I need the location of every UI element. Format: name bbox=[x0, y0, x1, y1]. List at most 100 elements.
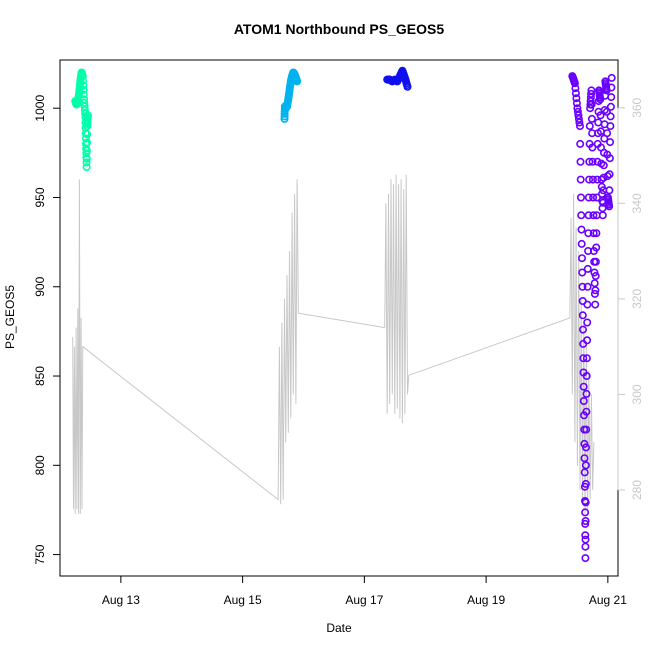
data-point bbox=[607, 83, 616, 92]
data-point bbox=[586, 97, 595, 106]
x-tick-label: Aug 19 bbox=[467, 593, 505, 607]
point-series-2 bbox=[280, 68, 302, 123]
data-point bbox=[577, 239, 586, 248]
y-axis-label: PS_GEOS5 bbox=[3, 285, 17, 349]
data-point bbox=[599, 161, 608, 170]
data-point bbox=[578, 311, 587, 320]
data-point bbox=[592, 229, 601, 238]
data-point bbox=[594, 97, 603, 106]
y2-tick-label: 280 bbox=[630, 480, 644, 500]
data-point bbox=[588, 143, 597, 152]
data-point bbox=[79, 86, 88, 95]
data-point bbox=[581, 554, 590, 563]
data-point bbox=[577, 254, 586, 263]
points-layer bbox=[71, 66, 616, 563]
data-point bbox=[582, 425, 591, 434]
data-point bbox=[603, 172, 612, 181]
data-point bbox=[590, 279, 599, 288]
plot-frame bbox=[59, 59, 619, 577]
data-point bbox=[606, 112, 615, 121]
data-point bbox=[591, 300, 600, 309]
data-point bbox=[581, 531, 590, 540]
y2-tick-label: 360 bbox=[630, 97, 644, 117]
data-point bbox=[78, 72, 87, 81]
data-point bbox=[581, 461, 590, 470]
x-tick-label: Aug 21 bbox=[589, 593, 627, 607]
data-point bbox=[571, 89, 580, 98]
x-axis: Aug 13 Aug 15 Aug 17 Aug 19 Aug 21 bbox=[102, 575, 627, 607]
data-point bbox=[573, 104, 582, 113]
data-point bbox=[83, 138, 92, 147]
data-point bbox=[606, 102, 615, 111]
data-point bbox=[576, 139, 585, 148]
data-point bbox=[575, 122, 584, 131]
y2-tick-label: 320 bbox=[630, 289, 644, 309]
data-point bbox=[584, 211, 593, 220]
y2-axis: 280 300 320 340 360 bbox=[617, 97, 644, 500]
data-point bbox=[79, 81, 88, 90]
y-axis: 750 800 850 900 950 1000 bbox=[33, 95, 61, 565]
secondary-series-line bbox=[72, 174, 595, 514]
data-point bbox=[577, 211, 586, 220]
data-point bbox=[79, 76, 88, 85]
data-point bbox=[597, 189, 606, 198]
data-point bbox=[80, 102, 89, 111]
x-tick-label: Aug 15 bbox=[224, 593, 262, 607]
data-point bbox=[588, 175, 597, 184]
data-point bbox=[576, 193, 585, 202]
data-point bbox=[593, 157, 602, 166]
y-tick-label: 750 bbox=[33, 544, 47, 564]
data-point bbox=[570, 79, 579, 88]
y-tick-label: 900 bbox=[33, 276, 47, 296]
data-point bbox=[587, 100, 596, 109]
data-point bbox=[583, 318, 592, 327]
data-point bbox=[83, 130, 92, 139]
data-point bbox=[581, 535, 590, 544]
data-point bbox=[590, 289, 599, 298]
data-point bbox=[592, 243, 601, 252]
data-point bbox=[599, 173, 608, 182]
data-point bbox=[580, 454, 589, 463]
data-point bbox=[581, 519, 590, 528]
data-point bbox=[583, 336, 592, 345]
data-point bbox=[581, 479, 590, 488]
chart-title: ATOM1 Northbound PS_GEOS5 bbox=[234, 21, 444, 37]
data-point bbox=[602, 107, 611, 116]
data-point bbox=[606, 122, 615, 131]
data-point bbox=[574, 111, 583, 120]
data-point bbox=[582, 371, 591, 380]
y-tick-label: 950 bbox=[33, 187, 47, 207]
data-point bbox=[600, 106, 609, 115]
data-point bbox=[588, 157, 597, 166]
data-point bbox=[578, 282, 587, 291]
data-point bbox=[585, 175, 594, 184]
data-point bbox=[587, 89, 596, 98]
y-tick-label: 850 bbox=[33, 366, 47, 386]
y2-tick-label: 300 bbox=[630, 384, 644, 404]
point-series-4 bbox=[568, 72, 616, 563]
data-point bbox=[82, 146, 91, 155]
data-point bbox=[578, 325, 587, 334]
y2-tick-label: 340 bbox=[630, 193, 644, 213]
data-point bbox=[571, 84, 580, 93]
data-point bbox=[582, 407, 591, 416]
data-point bbox=[576, 157, 585, 166]
data-point bbox=[584, 229, 593, 238]
data-point bbox=[579, 354, 588, 363]
data-point bbox=[597, 175, 606, 184]
data-point bbox=[583, 264, 592, 273]
data-point bbox=[82, 158, 91, 167]
data-point bbox=[594, 118, 603, 127]
data-point bbox=[82, 154, 91, 163]
data-point bbox=[583, 282, 592, 291]
data-point bbox=[572, 94, 581, 103]
data-point bbox=[581, 508, 590, 517]
y-tick-label: 800 bbox=[33, 455, 47, 475]
data-point bbox=[606, 138, 615, 147]
data-point bbox=[581, 443, 590, 452]
data-point bbox=[587, 86, 596, 95]
data-point bbox=[589, 193, 598, 202]
data-point bbox=[579, 382, 588, 391]
data-point bbox=[592, 193, 601, 202]
